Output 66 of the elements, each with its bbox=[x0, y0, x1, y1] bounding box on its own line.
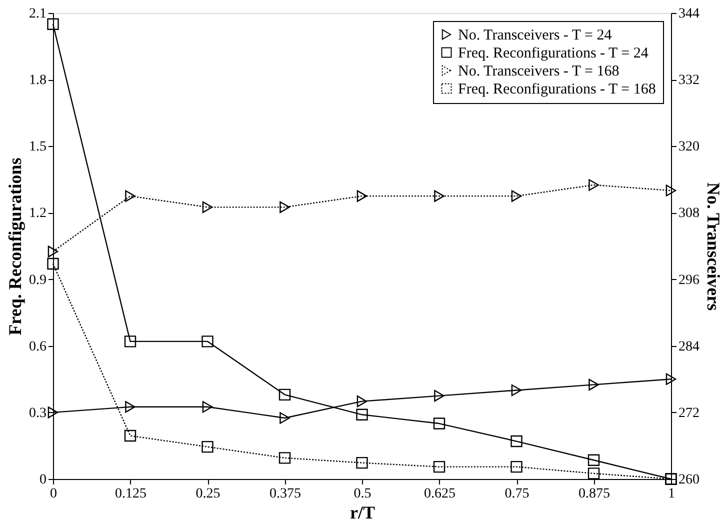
x-tick-label: 0.125 bbox=[115, 486, 146, 502]
legend-label: No. Transceivers - T = 168 bbox=[458, 64, 620, 80]
point bbox=[510, 460, 522, 473]
point bbox=[588, 454, 600, 466]
point bbox=[202, 201, 213, 214]
point bbox=[202, 336, 214, 348]
legend-label: No. Transceivers - T = 24 bbox=[458, 28, 612, 44]
x-axis-title: r/T bbox=[350, 502, 375, 522]
point bbox=[280, 201, 290, 214]
point bbox=[433, 460, 446, 473]
point bbox=[434, 390, 444, 402]
y2-tick-label: 260 bbox=[678, 472, 700, 488]
y-tick-label: 1.8 bbox=[29, 73, 46, 88]
y-tick-label: 0.6 bbox=[29, 339, 46, 354]
point bbox=[666, 373, 676, 385]
y2-tick-label: 296 bbox=[678, 272, 700, 288]
point bbox=[434, 190, 444, 202]
y-tick-label: 1.2 bbox=[29, 206, 46, 222]
point bbox=[356, 456, 368, 469]
x-tick-label: 0.75 bbox=[504, 486, 530, 502]
y2-tick-label: 272 bbox=[678, 406, 700, 421]
point bbox=[48, 246, 58, 258]
point bbox=[47, 18, 59, 30]
point bbox=[202, 440, 214, 453]
x-tick-label: 0.625 bbox=[424, 486, 456, 502]
y-tick-label: 0 bbox=[40, 472, 46, 488]
point bbox=[356, 395, 368, 408]
x-tick-label: 0.5 bbox=[354, 486, 372, 502]
legend-label: Freq. Reconfigurations - T = 168 bbox=[458, 82, 656, 98]
point bbox=[511, 384, 522, 396]
point bbox=[125, 190, 136, 202]
point bbox=[588, 378, 599, 391]
point bbox=[48, 406, 58, 418]
point bbox=[510, 435, 522, 448]
point bbox=[433, 418, 446, 430]
y-tick-label: 2.1 bbox=[29, 6, 46, 22]
point bbox=[278, 388, 291, 401]
point bbox=[202, 401, 213, 413]
point bbox=[588, 179, 599, 191]
x-tick-label: 0.875 bbox=[578, 486, 610, 502]
y-tick-label: 1.5 bbox=[29, 140, 46, 155]
y2-tick-label: 320 bbox=[678, 140, 700, 155]
point bbox=[511, 190, 522, 202]
y2-tick-label: 344 bbox=[678, 6, 700, 22]
x-tick-label: 0 bbox=[50, 486, 57, 502]
y2-tick-label: 284 bbox=[678, 339, 700, 354]
y-tick-label: 0.9 bbox=[29, 272, 46, 288]
legend-label: Freq. Reconfigurations - T = 24 bbox=[458, 46, 649, 62]
point bbox=[278, 452, 291, 464]
y-tick-label: 0.3 bbox=[29, 406, 46, 421]
point bbox=[124, 336, 136, 348]
y2-tick-label: 308 bbox=[678, 206, 700, 222]
point bbox=[666, 184, 676, 196]
y2-tick-label: 332 bbox=[678, 73, 700, 88]
point bbox=[125, 401, 136, 413]
point bbox=[588, 468, 600, 480]
x-tick-label: 0.25 bbox=[196, 486, 220, 502]
point bbox=[356, 190, 368, 202]
y-axis-title: Freq. Reconfigurations bbox=[5, 158, 25, 336]
y2-axis-title: No. Transceivers bbox=[704, 182, 724, 311]
point bbox=[280, 412, 290, 424]
x-tick-label: 1 bbox=[668, 486, 675, 502]
x-tick-label: 0.375 bbox=[270, 486, 301, 502]
point bbox=[47, 258, 59, 270]
point bbox=[124, 430, 136, 442]
point bbox=[356, 408, 368, 420]
